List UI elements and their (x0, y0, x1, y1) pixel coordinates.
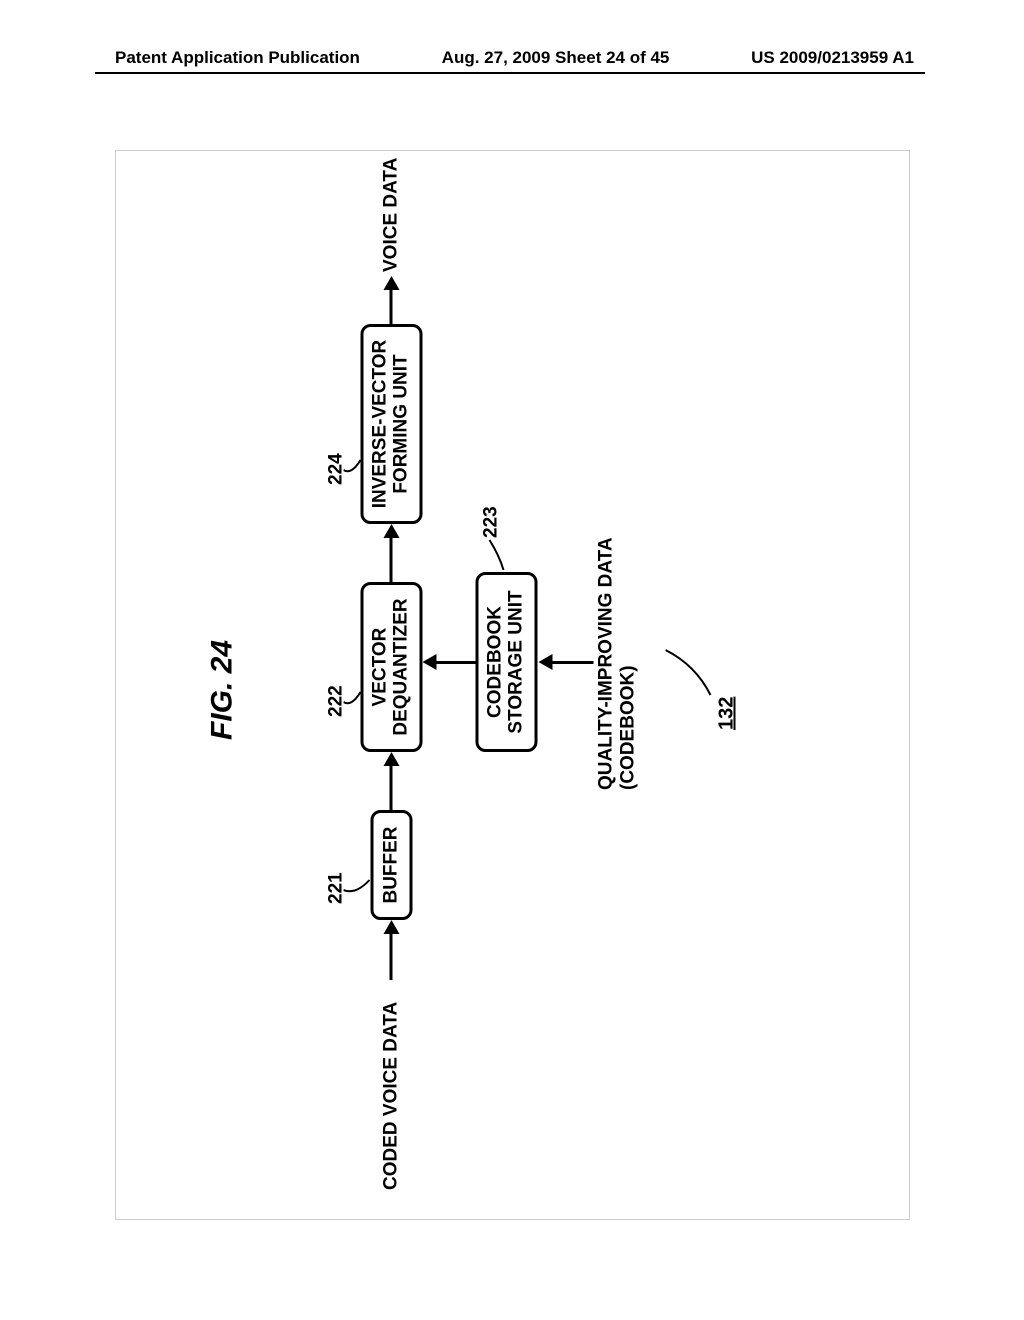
arrowhead-quality-codebook (538, 654, 552, 670)
overall-leader (665, 635, 715, 705)
inverse-box: INVERSE-VECTOR FORMING UNIT (360, 324, 422, 524)
arrow-codebook-deq (433, 661, 475, 664)
output-label: VOICE DATA (380, 158, 402, 272)
overall-ref: 132 (715, 697, 738, 730)
header-rule (95, 72, 925, 74)
dequantizer-label: VECTOR DEQUANTIZER (370, 598, 412, 735)
header-center: Aug. 27, 2009 Sheet 24 of 45 (442, 48, 670, 68)
figure-frame: FIG. 24 CODED VOICE DATA BUFFER 221 VECT… (115, 150, 910, 1220)
arrowhead-codebook-deq (422, 654, 436, 670)
arrow-in-buffer (389, 932, 392, 980)
page-header: Patent Application Publication Aug. 27, … (0, 48, 1024, 68)
dequantizer-box: VECTOR DEQUANTIZER (360, 582, 422, 752)
input-label: CODED VOICE DATA (380, 1002, 402, 1190)
inverse-ref-leader (343, 450, 363, 480)
arrowhead-out (383, 276, 399, 290)
arrow-deq-inv (389, 536, 392, 582)
dequantizer-ref-leader (343, 682, 363, 712)
arrow-out (389, 288, 392, 324)
arrowhead-deq-inv (383, 524, 399, 538)
header-right: US 2009/0213959 A1 (751, 48, 914, 68)
codebook-box: CODEBOOK STORAGE UNIT (475, 572, 537, 752)
header-left: Patent Application Publication (115, 48, 360, 68)
arrow-buffer-deq (389, 764, 392, 810)
buffer-box: BUFFER (370, 810, 412, 920)
arrowhead-in-buffer (383, 920, 399, 934)
quality-label: QUALITY-IMPROVING DATA (CODEBOOK) (595, 537, 639, 790)
arrow-quality-codebook (549, 661, 593, 664)
buffer-ref-leader (343, 870, 371, 900)
codebook-ref: 223 (480, 506, 502, 538)
figure-title: FIG. 24 (205, 640, 239, 740)
buffer-label: BUFFER (381, 826, 402, 903)
inverse-label: INVERSE-VECTOR FORMING UNIT (370, 340, 412, 509)
codebook-ref-leader (485, 536, 507, 570)
arrowhead-buffer-deq (383, 752, 399, 766)
codebook-label: CODEBOOK STORAGE UNIT (485, 590, 527, 733)
diagram: FIG. 24 CODED VOICE DATA BUFFER 221 VECT… (115, 150, 910, 1220)
